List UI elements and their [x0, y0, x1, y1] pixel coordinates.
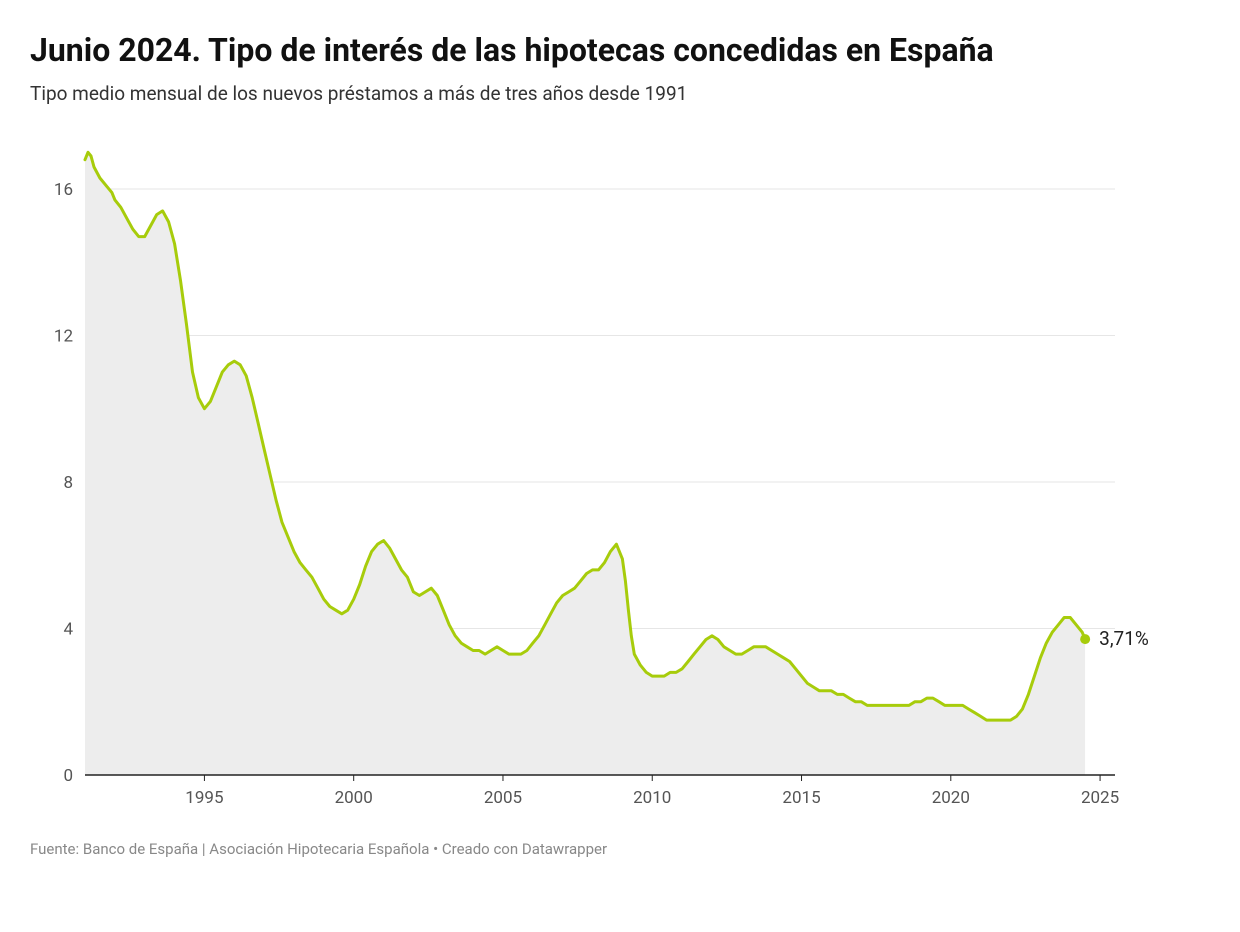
svg-text:12: 12 [54, 326, 73, 346]
svg-text:8: 8 [63, 473, 73, 493]
chart-container: Junio 2024. Tipo de interés de las hipot… [0, 0, 1240, 932]
svg-text:2000: 2000 [335, 788, 373, 808]
chart-title: Junio 2024. Tipo de interés de las hipot… [30, 30, 1210, 70]
svg-text:0: 0 [63, 766, 73, 786]
svg-text:4: 4 [63, 619, 73, 639]
svg-text:2020: 2020 [932, 788, 970, 808]
chart-plot-area: 0 4 8 12 16 1995 2000 2005 2010 2015 2020 2025 3,71… [30, 135, 1210, 815]
chart-svg: 0 4 8 12 16 1995 2000 2005 2010 2015 2020 2025 [30, 135, 1210, 815]
chart-footer: Fuente: Banco de España | Asociación Hip… [30, 840, 1210, 858]
svg-text:2015: 2015 [782, 788, 820, 808]
svg-text:2010: 2010 [633, 788, 671, 808]
end-value-label: 3,71% [1099, 627, 1149, 650]
svg-text:1995: 1995 [185, 788, 223, 808]
svg-text:16: 16 [54, 180, 73, 200]
svg-text:2025: 2025 [1081, 788, 1119, 808]
chart-subtitle: Tipo medio mensual de los nuevos préstam… [30, 82, 1210, 105]
svg-text:2005: 2005 [484, 788, 522, 808]
